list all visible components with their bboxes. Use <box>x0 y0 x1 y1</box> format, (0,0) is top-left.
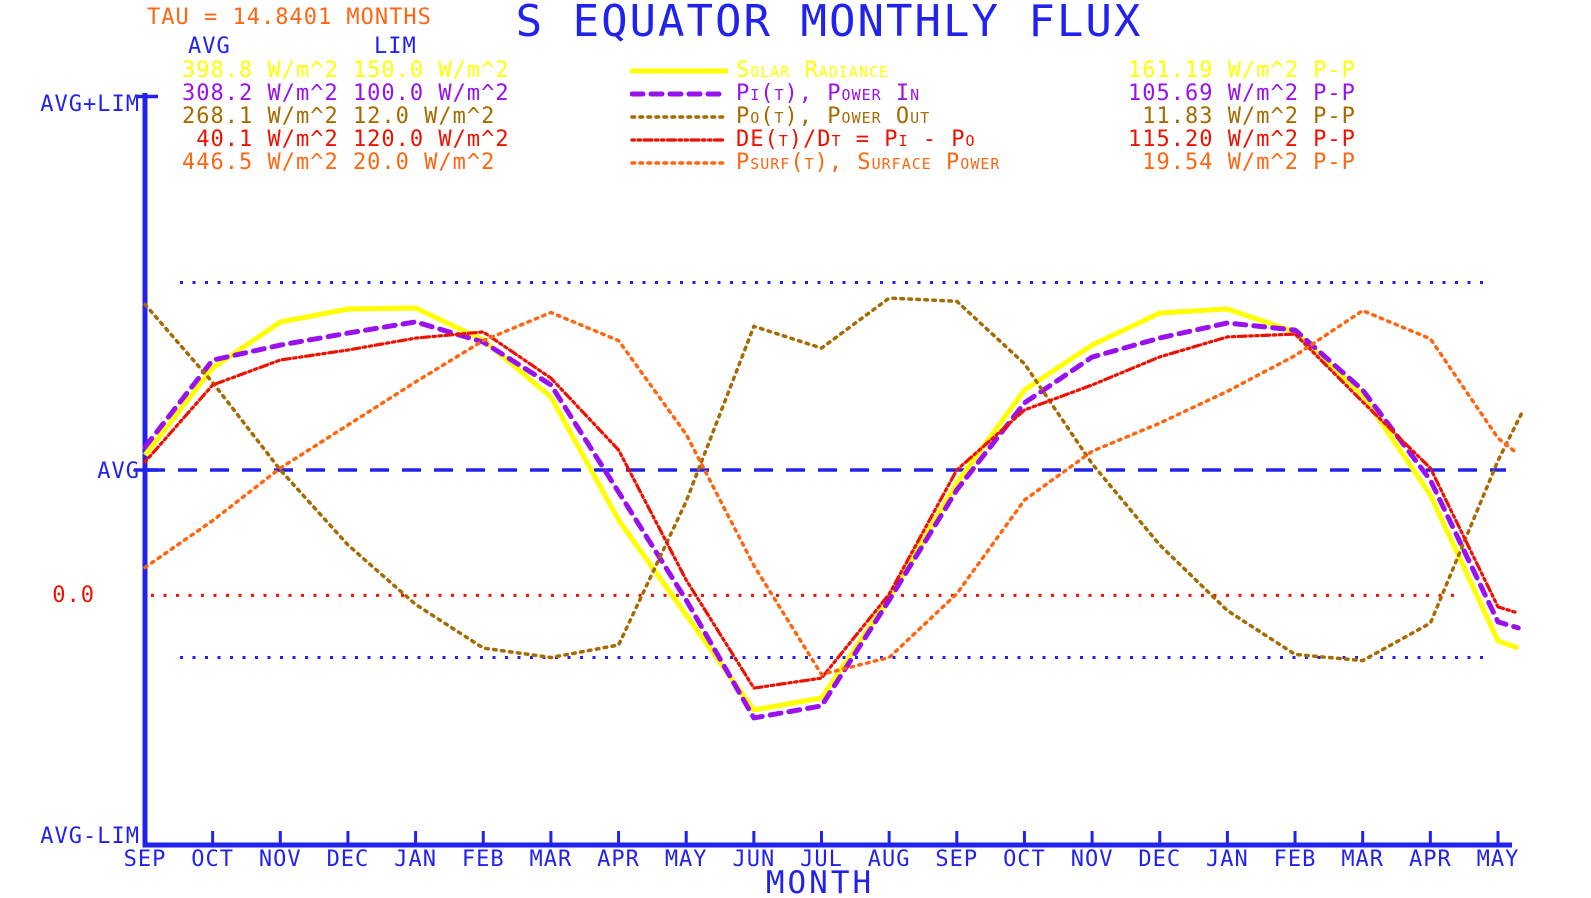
legend-series-label: Po(t), Power Out <box>736 104 931 129</box>
legend-series-label: Psurf(t), Surface Power <box>736 150 1001 175</box>
x-tick-label-nov-14: NOV <box>1070 847 1114 872</box>
series-peak-to-peak-value: 115.20 W/m^2 P-P <box>1128 127 1356 152</box>
page-title: S EQUATOR MONTHLY FLUX <box>515 0 1143 47</box>
series-row-power-in: 308.2 W/m^2 100.0 W/m^2 Pi(t), Power In … <box>0 83 1591 107</box>
x-tick-label-mar-18: MAR <box>1341 847 1385 872</box>
x-tick-label-apr-7: APR <box>597 847 640 872</box>
legend-series-label: Pi(t), Power In <box>736 81 921 106</box>
y-axis-label-avg: AVG <box>97 459 140 484</box>
x-tick-label-dec-3: DEC <box>326 847 370 872</box>
y-axis-label-zero: 0.0 <box>52 583 95 608</box>
legend-series-label: DE(t)/Dt = Pi - Po <box>736 127 976 152</box>
x-tick-label-oct-1: OCT <box>191 847 235 872</box>
x-tick-label-feb-17: FEB <box>1273 847 1317 872</box>
series-curve-solar-radiance <box>143 305 1520 713</box>
series-peak-to-peak-value: 105.69 W/m^2 P-P <box>1128 81 1356 106</box>
x-tick-label-sep-12: SEP <box>935 847 979 872</box>
x-tick-label-jan-16: JAN <box>1206 847 1249 872</box>
avg-column-header: AVG <box>188 34 231 59</box>
series-curve-pi-t-power-in <box>142 319 1521 721</box>
series-peak-to-peak-value: 11.83 W/m^2 P-P <box>1128 104 1356 129</box>
y-axis-label-avg-plus-lim: AVG+LIM <box>40 92 140 117</box>
series-row-solar: 398.8 W/m^2 150.0 W/m^2 Solar Radiance 1… <box>0 60 1591 84</box>
series-avg-lim-value: 398.8 W/m^2 150.0 W/m^2 <box>182 58 510 83</box>
y-axis-label-avg-minus-lim: AVG-LIM <box>40 824 140 849</box>
tau-readout: TAU = 14.8401 MONTHS <box>147 5 432 30</box>
x-axis-title: MONTH <box>765 865 875 898</box>
x-tick-label-apr-19: APR <box>1408 847 1452 872</box>
x-tick-label-jul-10: JUL <box>800 847 843 872</box>
legend-line-sample-dashed <box>630 91 728 97</box>
x-tick-label-jun-9: JUN <box>732 847 776 872</box>
lim-column-header: LIM <box>374 34 417 59</box>
legend-line-sample-dotted <box>630 115 728 119</box>
legend-series-label: Solar Radiance <box>736 58 890 83</box>
series-row-surface-power: 446.5 W/m^2 20.0 W/m^2 Psurf(t), Surface… <box>0 152 1591 176</box>
x-tick-label-feb-5: FEB <box>461 847 505 872</box>
x-tick-label-sep-0: SEP <box>123 847 167 872</box>
x-tick-label-mar-6: MAR <box>529 847 573 872</box>
x-tick-label-aug-11: AUG <box>867 847 911 872</box>
x-tick-label-oct-13: OCT <box>1003 847 1046 872</box>
series-avg-lim-value: 308.2 W/m^2 100.0 W/m^2 <box>182 81 510 106</box>
legend-line-sample-dash-dot <box>630 138 728 142</box>
legend-line-sample-solid <box>630 68 728 74</box>
series-peak-to-peak-value: 161.19 W/m^2 P-P <box>1128 58 1356 83</box>
series-curve-po-t-power-out <box>143 296 1525 663</box>
x-tick-label-dec-15: DEC <box>1138 847 1182 872</box>
x-tick-label-nov-2: NOV <box>258 847 302 872</box>
series-avg-lim-value: 446.5 W/m^2 20.0 W/m^2 <box>182 150 496 175</box>
legend-line-sample-dotted <box>630 161 728 165</box>
series-avg-lim-value: 40.1 W/m^2 120.0 W/m^2 <box>182 127 510 152</box>
x-tick-label-may-20: MAY <box>1476 847 1520 872</box>
series-avg-lim-value: 268.1 W/m^2 12.0 W/m^2 <box>182 104 496 129</box>
x-tick-label-jan-4: JAN <box>394 847 437 872</box>
series-peak-to-peak-value: 19.54 W/m^2 P-P <box>1128 150 1356 175</box>
series-curve-psurf-t-surface-power <box>143 308 1519 677</box>
series-row-de-dt: 40.1 W/m^2 120.0 W/m^2 DE(t)/Dt = Pi - P… <box>0 129 1591 153</box>
x-tick-label-may-8: MAY <box>664 847 708 872</box>
series-row-power-out: 268.1 W/m^2 12.0 W/m^2 Po(t), Power Out … <box>0 106 1591 130</box>
series-curve-de-t-dt-pi-po <box>143 330 1520 690</box>
